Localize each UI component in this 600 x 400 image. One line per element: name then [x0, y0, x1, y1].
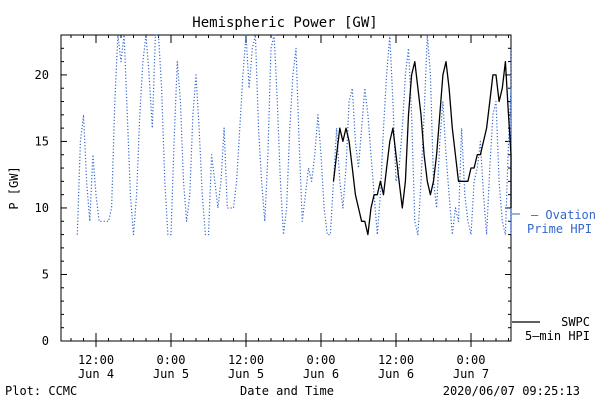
y-tick-label: 0 — [42, 334, 49, 348]
x-tick-time-label: 12:00 — [378, 353, 414, 367]
x-axis-label: Date and Time — [240, 384, 334, 398]
chart-title: Hemispheric Power [GW] — [192, 15, 377, 31]
x-tick-time-label: 0:00 — [307, 353, 336, 367]
footer-plot-source: Plot: CCMC — [5, 384, 77, 398]
x-tick-time-label: 12:00 — [78, 353, 114, 367]
x-tick-time-label: 0:00 — [157, 353, 186, 367]
series-line-swpc — [332, 60, 512, 236]
series-layer — [76, 34, 512, 236]
footer-timestamp: 2020/06/07 09:25:13 — [443, 384, 580, 398]
legend-ovation-label-line1: – Ovation — [531, 208, 596, 222]
x-tick-date-label: Jun 6 — [378, 367, 414, 381]
y-tick-label: 10 — [35, 201, 49, 215]
x-tick-date-label: Jun 5 — [228, 367, 264, 381]
x-tick-date-label: Jun 6 — [303, 367, 339, 381]
plot-frame — [60, 34, 512, 342]
legend-swpc-label-line2: 5–min HPI — [525, 329, 590, 343]
y-axis-label: P [GW] — [7, 166, 21, 209]
y-tick-label: 20 — [35, 68, 49, 82]
x-tick-date-label: Jun 7 — [453, 367, 489, 381]
y-axis: 0 5 10 15 20 — [35, 34, 511, 348]
legend-ovation-label-line2: Prime HPI — [527, 222, 592, 236]
y-tick-label: 5 — [42, 267, 49, 281]
x-tick-time-label: 12:00 — [228, 353, 264, 367]
x-tick-date-label: Jun 4 — [78, 367, 114, 381]
legend-swpc-label-line1: SWPC — [561, 315, 590, 329]
x-tick-date-label: Jun 5 — [153, 367, 189, 381]
y-tick-label: 15 — [35, 134, 49, 148]
x-tick-time-label: 0:00 — [457, 353, 486, 367]
